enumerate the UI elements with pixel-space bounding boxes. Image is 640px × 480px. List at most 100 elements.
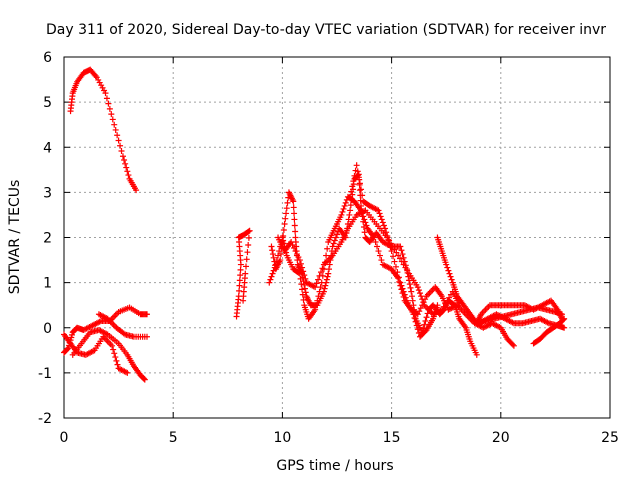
data-point [92, 73, 99, 80]
y-tick-label: 3 [43, 185, 52, 201]
data-point [268, 273, 275, 280]
data-point [416, 308, 423, 315]
data-point [396, 255, 403, 262]
y-tick-label: -2 [38, 411, 52, 427]
data-point [291, 245, 298, 252]
data-point [141, 375, 148, 382]
data-point [371, 234, 378, 241]
series-pass-b [61, 304, 150, 356]
data-point [438, 306, 445, 313]
y-tick-label: 4 [43, 140, 52, 156]
data-point [342, 199, 349, 206]
axis-ticks [63, 56, 611, 419]
data-point [331, 237, 338, 244]
data-point [443, 261, 450, 268]
data-point [269, 270, 276, 277]
data-point [69, 331, 76, 338]
data-point [289, 242, 296, 249]
data-point [317, 284, 324, 291]
y-tick-label: 5 [43, 95, 52, 111]
data-point [269, 251, 276, 258]
data-point [273, 257, 280, 264]
data-point [271, 264, 278, 271]
data-point [380, 222, 387, 229]
data-point [420, 299, 427, 306]
data-point [64, 345, 71, 352]
data-point [312, 284, 319, 291]
data-point [419, 296, 426, 303]
data-point [102, 90, 109, 97]
data-point [312, 306, 319, 313]
data-point [391, 258, 398, 265]
data-point [421, 321, 428, 328]
data-point [362, 219, 369, 226]
data-point [422, 317, 429, 324]
data-point [349, 183, 356, 190]
data-point [339, 208, 346, 215]
data-point [402, 294, 409, 301]
data-point [448, 276, 455, 283]
data-point [414, 284, 421, 291]
data-point [284, 199, 291, 206]
data-point [397, 243, 404, 250]
data-point [270, 254, 277, 261]
data-point [280, 226, 287, 233]
x-tick-label: 5 [169, 430, 178, 446]
data-point [386, 240, 393, 247]
data-point [378, 257, 385, 264]
data-point [292, 228, 299, 235]
series-pass-a [67, 66, 140, 194]
data-point [112, 126, 119, 133]
data-point [338, 211, 345, 218]
data-point [114, 361, 121, 368]
series-pass-e [95, 311, 150, 340]
data-point [374, 243, 381, 250]
data-point [292, 248, 299, 255]
data-point [122, 160, 129, 167]
data-point [400, 288, 407, 295]
data-point [317, 269, 324, 276]
data-point [267, 276, 274, 283]
data-point [243, 256, 250, 263]
data-point [245, 234, 252, 241]
data-point [407, 284, 414, 291]
data-point [400, 254, 407, 261]
data-point [236, 282, 243, 289]
data-point [124, 369, 131, 376]
series-pass-n [530, 315, 568, 347]
y-tick-labels: -2 -1 0 1 2 3 4 5 6 [38, 50, 52, 427]
data-point [299, 264, 306, 271]
data-point [398, 282, 405, 289]
data-point [406, 281, 413, 288]
data-point [295, 254, 302, 261]
data-point [341, 202, 348, 209]
data-point [384, 232, 391, 239]
data-point [359, 192, 366, 199]
data-point [299, 286, 306, 293]
data-point [141, 376, 148, 383]
data-point [272, 261, 279, 268]
data-point [133, 187, 140, 194]
y-tick-label: 1 [43, 276, 52, 292]
data-point [353, 162, 360, 169]
data-point [411, 314, 418, 321]
data-point [347, 207, 354, 214]
data-point [240, 297, 247, 304]
y-axis-label: SDTVAR / TECUs [7, 180, 23, 295]
data-point [360, 213, 367, 220]
data-point [442, 300, 449, 307]
data-point [315, 276, 322, 283]
data-point [415, 287, 422, 294]
data-point [347, 202, 354, 209]
data-point [109, 116, 116, 123]
data-point [330, 240, 337, 247]
y-tick-label: 6 [43, 50, 52, 66]
data-point [291, 222, 298, 229]
data-point [473, 351, 480, 358]
data-point [288, 239, 295, 246]
data-point [318, 279, 325, 286]
grid-lines [64, 57, 610, 418]
data-point [440, 303, 447, 310]
data-point [340, 205, 347, 212]
data-point [399, 251, 406, 258]
